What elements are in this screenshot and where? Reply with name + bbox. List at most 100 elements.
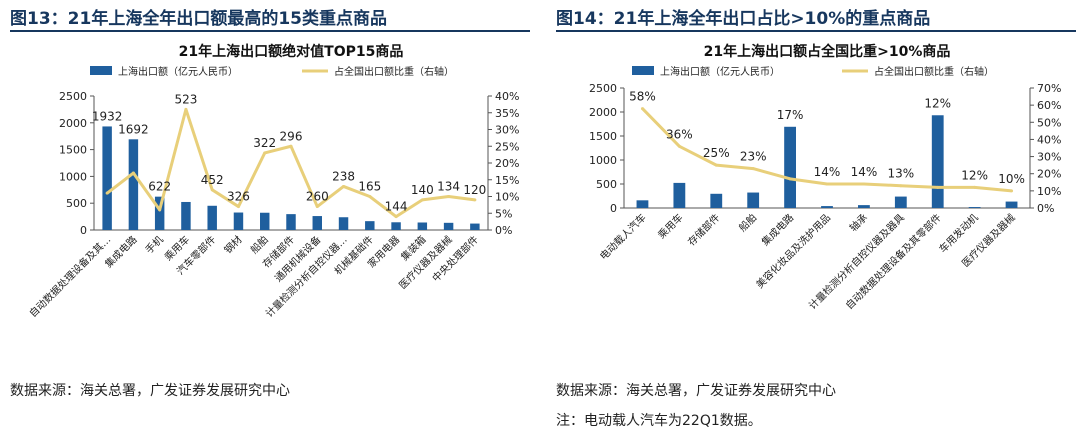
fig13-bar-15 bbox=[470, 223, 480, 230]
fig13-y-tick-label: 2000 bbox=[59, 117, 87, 130]
fig13-value-label-11: 165 bbox=[358, 180, 381, 194]
fig14-bar-3 bbox=[710, 193, 723, 208]
fig13-share-point-4 bbox=[184, 107, 188, 111]
fig13-bar-10 bbox=[338, 217, 349, 230]
fig13-y2-tick-label: 15% bbox=[495, 174, 519, 187]
fig14-y-tick-label: 1000 bbox=[589, 154, 617, 167]
fig13-value-label-8: 296 bbox=[280, 129, 303, 143]
fig13-value-label-12: 144 bbox=[385, 200, 408, 214]
fig13-legend-line-label: 占全国出口额比重（右轴） bbox=[334, 65, 454, 78]
fig13-bar-13 bbox=[417, 222, 428, 230]
fig14-bar-7 bbox=[858, 205, 870, 208]
figure-13-panel: 图13：21年上海全年出口额最高的15类重点商品 21年上海出口额绝对值TOP1… bbox=[10, 0, 530, 436]
fig13-share-point-10 bbox=[342, 184, 346, 188]
fig13-share-point-3 bbox=[158, 208, 162, 212]
fig14-y-tick-label: 1500 bbox=[589, 130, 617, 143]
fig14-share-label-7: 14% bbox=[851, 165, 878, 179]
fig14-share-label-5: 17% bbox=[777, 108, 804, 122]
fig14-y2-tick-label: 40% bbox=[1037, 133, 1061, 146]
fig14-share-label-6: 14% bbox=[814, 165, 841, 179]
fig14-bar-11 bbox=[1005, 201, 1018, 208]
fig14-legend-bar-swatch bbox=[632, 66, 654, 75]
fig13-value-label-9: 260 bbox=[306, 190, 329, 204]
fig13-bar-11 bbox=[365, 221, 375, 230]
fig13-share-point-2 bbox=[131, 171, 135, 175]
fig14-share-label-2: 36% bbox=[666, 127, 693, 141]
fig14-bar-4 bbox=[747, 192, 760, 208]
fig13-bar-2 bbox=[128, 139, 139, 230]
fig14-y2-tick-label: 50% bbox=[1037, 116, 1061, 129]
fig14-share-label-1: 58% bbox=[629, 90, 656, 104]
fig13-share-point-13 bbox=[420, 198, 424, 202]
fig13-category-label-7: 船舶 bbox=[248, 233, 271, 256]
fig13-legend-bar-swatch bbox=[90, 66, 112, 75]
fig14-share-point-1 bbox=[640, 107, 644, 111]
fig13-bar-9 bbox=[312, 216, 322, 230]
fig13-bar-5 bbox=[207, 205, 217, 230]
fig14-category-label-4: 船舶 bbox=[736, 211, 759, 234]
figure-13-title: 图13：21年上海全年出口额最高的15类重点商品 bbox=[10, 9, 387, 29]
fig14-share-point-6 bbox=[825, 182, 829, 186]
fig13-y2-tick-label: 0% bbox=[495, 224, 512, 237]
fig14-share-point-11 bbox=[1010, 189, 1014, 193]
fig13-value-label-15: 120 bbox=[463, 183, 486, 197]
fig13-value-label-10: 238 bbox=[332, 169, 355, 183]
fig14-category-label-7: 轴承 bbox=[847, 211, 870, 234]
fig13-category-label-6: 钢材 bbox=[221, 233, 244, 256]
fig14-y2-tick-label: 30% bbox=[1037, 151, 1061, 164]
fig14-bar-8 bbox=[894, 196, 907, 208]
fig13-y2-tick-label: 40% bbox=[495, 90, 519, 103]
fig14-share-label-8: 13% bbox=[887, 167, 914, 181]
fig14-share-point-10 bbox=[973, 185, 977, 189]
fig13-share-point-9 bbox=[315, 205, 319, 209]
fig13-value-label-4: 523 bbox=[174, 92, 197, 106]
fig13-value-label-13: 140 bbox=[411, 183, 434, 197]
fig13-bar-3 bbox=[154, 196, 165, 230]
fig14-share-point-8 bbox=[899, 184, 903, 188]
fig14-share-point-5 bbox=[788, 177, 792, 181]
fig13-value-label-7: 322 bbox=[253, 136, 276, 150]
fig14-y-tick-label: 2000 bbox=[589, 106, 617, 119]
fig13-y-tick-label: 1000 bbox=[59, 170, 87, 183]
fig13-share-point-1 bbox=[105, 191, 109, 195]
fig13-y2-tick-label: 25% bbox=[495, 140, 519, 153]
fig13-bar-8 bbox=[286, 214, 296, 230]
figure-13-rule bbox=[10, 30, 530, 32]
fig14-bar-10 bbox=[968, 207, 981, 208]
fig13-bar-14 bbox=[443, 222, 454, 230]
fig14-share-point-3 bbox=[714, 163, 718, 167]
fig14-share-label-4: 23% bbox=[740, 150, 767, 164]
fig13-bar-7 bbox=[260, 212, 270, 230]
fig14-category-label-1: 电动载人汽车 bbox=[597, 211, 649, 263]
figure-14-title: 图14：21年上海全年出口占比>10%的重点商品 bbox=[556, 9, 931, 29]
fig14-bar-9 bbox=[931, 115, 944, 208]
fig14-bar-2 bbox=[673, 182, 686, 208]
fig14-share-point-9 bbox=[936, 185, 940, 189]
fig14-y-tick-label: 0 bbox=[610, 202, 617, 215]
fig13-y-tick-label: 500 bbox=[66, 197, 87, 210]
fig14-share-label-9: 12% bbox=[924, 96, 951, 110]
fig13-bar-12 bbox=[391, 222, 401, 230]
fig13-y2-tick-label: 5% bbox=[495, 207, 512, 220]
figure-14-source: 数据来源：海关总署，广发证券发展研究中心 bbox=[556, 383, 836, 399]
fig14-y2-tick-label: 10% bbox=[1037, 185, 1061, 198]
fig13-value-label-5: 452 bbox=[201, 173, 224, 187]
fig14-chart-title: 21年上海出口额占全国比重>10%商品 bbox=[704, 43, 951, 60]
fig14-legend-bar-label: 上海出口额（亿元人民币） bbox=[660, 65, 780, 78]
fig13-bar-6 bbox=[233, 212, 244, 230]
fig13-y2-tick-label: 10% bbox=[495, 191, 519, 204]
fig14-y-tick-label: 2500 bbox=[589, 82, 617, 95]
fig13-bar-1 bbox=[102, 126, 112, 230]
fig14-y-tick-label: 500 bbox=[596, 178, 617, 191]
fig14-bar-1 bbox=[636, 200, 649, 208]
fig13-y2-tick-label: 35% bbox=[495, 107, 519, 120]
fig13-y2-tick-label: 30% bbox=[495, 124, 519, 137]
fig13-category-label-3: 手机 bbox=[142, 233, 165, 256]
fig14-legend-line-label: 占全国出口额比重（右轴） bbox=[874, 65, 994, 78]
fig13-y-tick-label: 2500 bbox=[59, 90, 87, 103]
fig13-y-tick-label: 1500 bbox=[59, 144, 87, 157]
figure-14-rule bbox=[556, 30, 1076, 32]
figure-14-panel: 图14：21年上海全年出口占比>10%的重点商品 21年上海出口额占全国比重>1… bbox=[556, 0, 1076, 436]
